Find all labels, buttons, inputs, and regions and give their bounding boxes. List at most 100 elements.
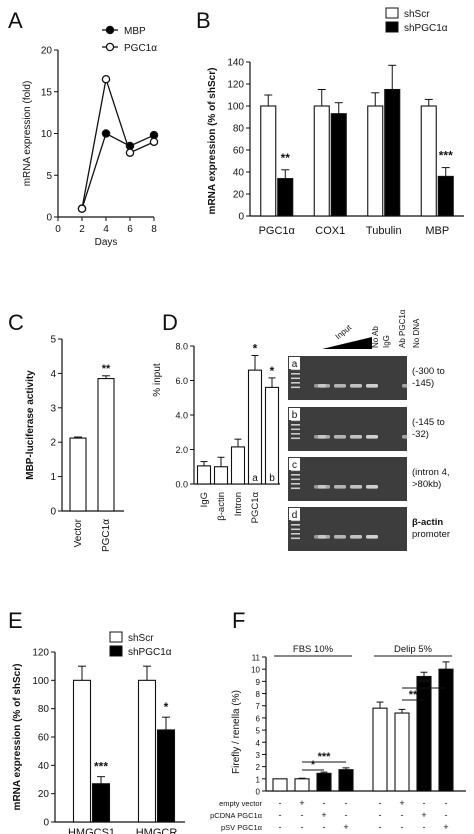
gel-row-label: (-300 to: [412, 366, 445, 377]
panel-letter-e: E: [8, 608, 23, 633]
x-tick-label: MBP: [425, 225, 449, 237]
x-tick-label: 2: [79, 224, 85, 235]
ladder-band: [291, 537, 300, 540]
y-tick-label: 80: [233, 124, 245, 135]
y-tick-label: 20: [38, 789, 50, 800]
condition-sign: -: [279, 822, 282, 832]
gel-band: [350, 384, 362, 388]
y-tick-label: 80: [38, 704, 50, 715]
x-tick-label: 4: [103, 224, 109, 235]
condition-sign: +: [299, 798, 304, 808]
significance-marker: ***: [94, 760, 108, 774]
ladder-band: [291, 474, 300, 476]
gel-band: [350, 435, 362, 439]
ladder-band: [291, 373, 300, 375]
bar: [394, 712, 410, 792]
condition-sign: -: [401, 822, 404, 832]
bar: [69, 437, 87, 512]
legend-swatch: [385, 21, 399, 33]
x-tick-label: COX1: [315, 225, 345, 237]
ladder-band: [291, 368, 300, 371]
condition-sign: -: [445, 798, 448, 808]
legend-swatch: [109, 631, 123, 643]
y-tick-label: 2: [50, 438, 56, 449]
condition-sign: +: [321, 810, 326, 820]
bar: [338, 769, 354, 792]
y-axis-label: % input: [152, 363, 163, 397]
bar: [294, 778, 310, 792]
legend-label: PGC1α: [124, 43, 157, 54]
gel-row-label: >80kb): [412, 479, 441, 490]
condition-sign: -: [401, 810, 404, 820]
data-point-pgc1a: [149, 137, 159, 147]
y-tick-label: 40: [38, 761, 50, 772]
legend-swatch: [385, 7, 399, 19]
gel-row-letter: d: [292, 510, 298, 521]
gel-band: [318, 435, 330, 439]
bar-shscr: [420, 105, 437, 217]
data-point-pgc1a: [77, 204, 87, 213]
gel-row-label: β-actin: [412, 517, 443, 528]
gel-band: [334, 535, 346, 539]
gel-band: [318, 485, 330, 489]
bar: [97, 378, 115, 512]
y-tick-label: 0: [256, 788, 261, 797]
ladder-band: [291, 419, 300, 422]
y-axis-label: MBP-luciferase activity: [25, 370, 36, 480]
condition-sign: -: [379, 798, 382, 808]
panel-letter-a: A: [8, 8, 23, 33]
data-point-pgc1a: [125, 148, 135, 157]
x-tick-label: PGC1α: [259, 225, 296, 237]
gel-row-letter-box: [289, 458, 300, 470]
bar-shscr: [72, 679, 92, 823]
bar-shpgc1a: [277, 178, 294, 217]
condition-sign: +: [443, 822, 448, 832]
x-tick-label: 0: [55, 224, 61, 235]
panel-letter-f: F: [232, 608, 245, 633]
condition-sign: +: [343, 822, 348, 832]
bar: [416, 675, 432, 792]
gel-band: [366, 435, 378, 439]
gel-strip: [288, 507, 407, 551]
x-tick-label: HMGCS1: [68, 827, 115, 834]
legend-label: MBP: [124, 26, 146, 37]
y-tick-label: 3: [256, 751, 261, 760]
gel-row-label: promoter: [412, 529, 450, 540]
gel-row-letter: c: [292, 460, 297, 471]
ladder-band: [291, 377, 300, 380]
gel-band: [334, 485, 346, 489]
y-tick-label: 15: [41, 87, 53, 98]
condition-sign: -: [345, 810, 348, 820]
y-tick-label: 6.0: [175, 376, 188, 386]
gel-band: [350, 535, 362, 539]
x-tick-label: Vector: [73, 518, 84, 547]
significance-marker: **: [409, 689, 418, 701]
y-axis-label: mRNA expression (% of shScr): [207, 68, 218, 215]
condition-sign: -: [301, 810, 304, 820]
y-tick-label: 20: [233, 190, 245, 201]
ladder-band: [291, 469, 300, 472]
data-point-mbp: [101, 129, 111, 138]
condition-sign: -: [301, 822, 304, 832]
significance-marker: **: [102, 363, 111, 375]
legend-swatch: [109, 645, 123, 657]
panel-letter-c: C: [8, 310, 24, 335]
gel-row-label: -145): [412, 378, 434, 389]
ladder-band: [291, 382, 300, 384]
gel-band: [366, 485, 378, 489]
condition-sign: -: [423, 822, 426, 832]
y-tick-label: 140: [227, 58, 244, 69]
legend-label: shScr: [404, 9, 430, 20]
significance-marker: ***: [318, 751, 332, 763]
y-tick-label: 10: [251, 666, 260, 675]
ladder-band: [291, 437, 300, 440]
condition-sign: -: [379, 822, 382, 832]
bar-shscr: [313, 105, 330, 217]
y-tick-label: 1: [50, 472, 56, 483]
y-tick-label: 100: [227, 102, 244, 113]
bar: [264, 386, 280, 485]
y-tick-label: 4: [50, 369, 56, 380]
bar-shscr: [260, 105, 277, 217]
condition-sign: -: [345, 798, 348, 808]
